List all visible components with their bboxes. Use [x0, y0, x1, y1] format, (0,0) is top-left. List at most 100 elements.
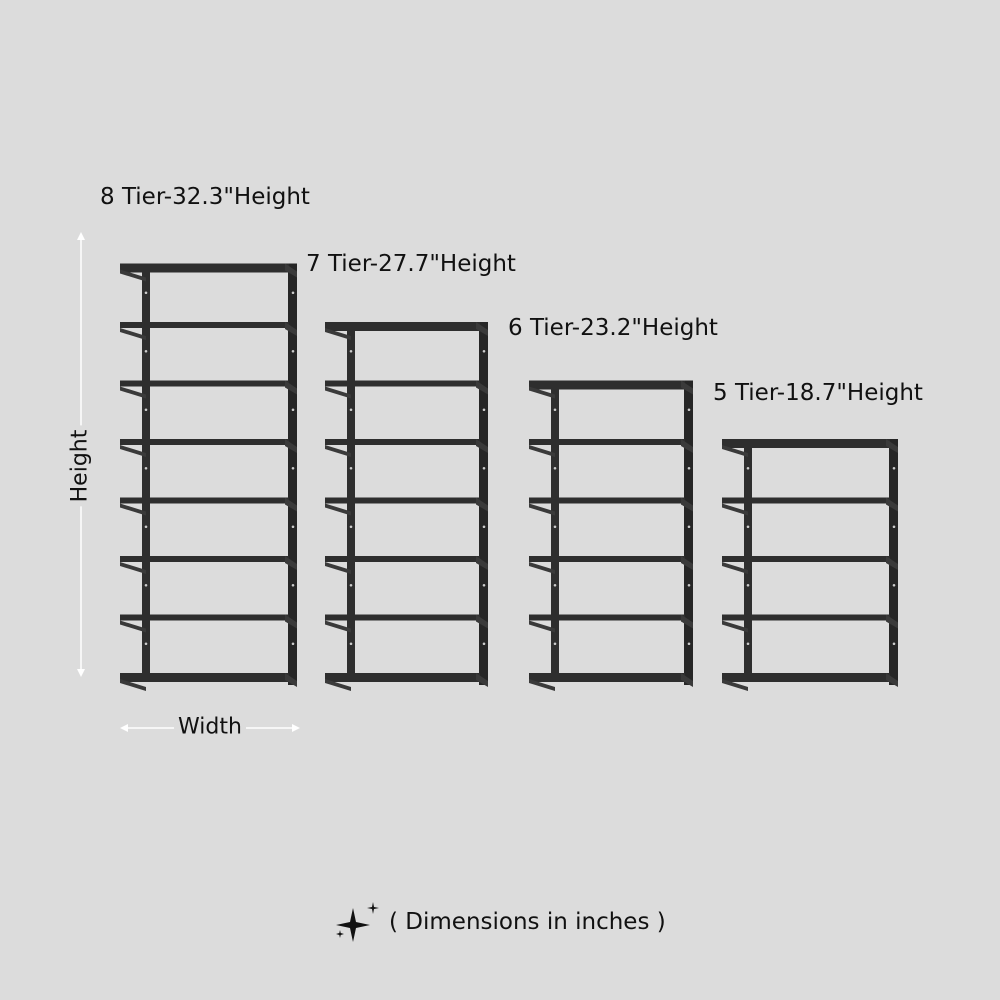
shelf-bracket: [681, 439, 693, 453]
screw: [553, 408, 557, 412]
shelf-plank: [325, 556, 480, 562]
shelf-bracket: [886, 556, 898, 570]
unit-label-8-tier: 8 Tier-32.3"Height: [100, 184, 310, 210]
screw: [291, 291, 295, 295]
screw: [291, 466, 295, 470]
shelf-bracket: [285, 322, 297, 336]
screw: [291, 642, 295, 646]
shelf-bracket: [886, 673, 898, 687]
screw: [687, 642, 691, 646]
shelf-bracket: [476, 497, 488, 512]
shelf-bracket: [285, 263, 297, 278]
shelf-bracket: [120, 562, 146, 574]
left-upright: [142, 263, 150, 681]
arrow-up-icon: [77, 232, 85, 240]
shelf-bracket: [529, 679, 555, 691]
screw: [892, 466, 896, 470]
width-marker-label: Width: [174, 714, 246, 740]
screw: [553, 642, 557, 646]
screw: [553, 525, 557, 529]
shelf-bracket: [285, 556, 297, 570]
shelf-plank: [325, 673, 480, 682]
caption-text: ( Dimensions in inches ): [389, 909, 666, 935]
left-upright: [551, 380, 559, 681]
shelf-plank: [529, 614, 685, 621]
screw: [291, 583, 295, 587]
shelf-plank: [120, 322, 289, 328]
shelf-bracket: [325, 679, 351, 691]
screw: [349, 408, 353, 412]
screw: [144, 525, 148, 529]
screw: [553, 466, 557, 470]
shelf-plank: [529, 497, 685, 504]
shelf-bracket: [529, 620, 555, 633]
screw: [291, 349, 295, 353]
shelf-plank: [120, 556, 289, 562]
shelf-plank: [529, 380, 685, 390]
shelf-bracket: [476, 322, 488, 336]
shelf-bracket: [722, 620, 748, 633]
shelf-plank: [120, 497, 289, 504]
screw: [892, 525, 896, 529]
shelf-bracket: [325, 386, 351, 399]
screw: [144, 642, 148, 646]
right-upright: [288, 263, 297, 685]
shelf-bracket: [285, 439, 297, 453]
shelf-plank: [325, 322, 480, 331]
screw: [482, 525, 486, 529]
shelf-plank: [722, 614, 890, 621]
shelf-bracket: [529, 503, 555, 516]
shelf-plank: [529, 673, 685, 682]
shelf-bracket: [120, 269, 146, 282]
arrow-right-icon: [292, 724, 300, 732]
shelf-bracket: [722, 445, 748, 457]
screw: [291, 408, 295, 412]
shelf-plank: [722, 556, 890, 562]
shelf-bracket: [325, 562, 351, 574]
shelf-plank: [325, 380, 480, 387]
unit-label-5-tier: 5 Tier-18.7"Height: [713, 380, 923, 406]
height-marker-label: Height: [67, 425, 93, 507]
shelf-bracket: [529, 386, 555, 399]
screw: [746, 583, 750, 587]
arrow-left-icon: [120, 724, 128, 732]
screw: [892, 642, 896, 646]
screw: [291, 525, 295, 529]
screw: [687, 525, 691, 529]
shelf-plank: [722, 673, 890, 682]
shelf-plank: [120, 439, 289, 445]
screw: [144, 408, 148, 412]
screw: [746, 525, 750, 529]
screw: [349, 583, 353, 587]
screw: [482, 349, 486, 353]
shelf-bracket: [476, 673, 488, 687]
shelf-bracket: [886, 614, 898, 629]
screw: [349, 525, 353, 529]
shelf-plank: [325, 497, 480, 504]
shelf-bracket: [722, 503, 748, 516]
shelf-plank: [722, 497, 890, 504]
shelf-bracket: [529, 445, 555, 457]
shelf-bracket: [886, 497, 898, 512]
shelf-bracket: [722, 679, 748, 691]
right-upright: [684, 380, 693, 685]
shelf-bracket: [529, 562, 555, 574]
shelf-bracket: [722, 562, 748, 574]
shelf-bracket: [325, 328, 351, 340]
shelf-plank: [722, 439, 890, 448]
shelf-bracket: [325, 445, 351, 457]
screw: [349, 349, 353, 353]
screw: [687, 466, 691, 470]
screw: [349, 642, 353, 646]
shelf-plank: [529, 556, 685, 562]
unit-label-6-tier: 6 Tier-23.2"Height: [508, 315, 718, 341]
shelf-bracket: [476, 439, 488, 453]
arrow-down-icon: [77, 669, 85, 677]
screw: [482, 408, 486, 412]
screw: [482, 583, 486, 587]
shelf-bracket: [681, 673, 693, 687]
screw: [687, 408, 691, 412]
screw: [482, 642, 486, 646]
shelf-bracket: [120, 679, 146, 691]
